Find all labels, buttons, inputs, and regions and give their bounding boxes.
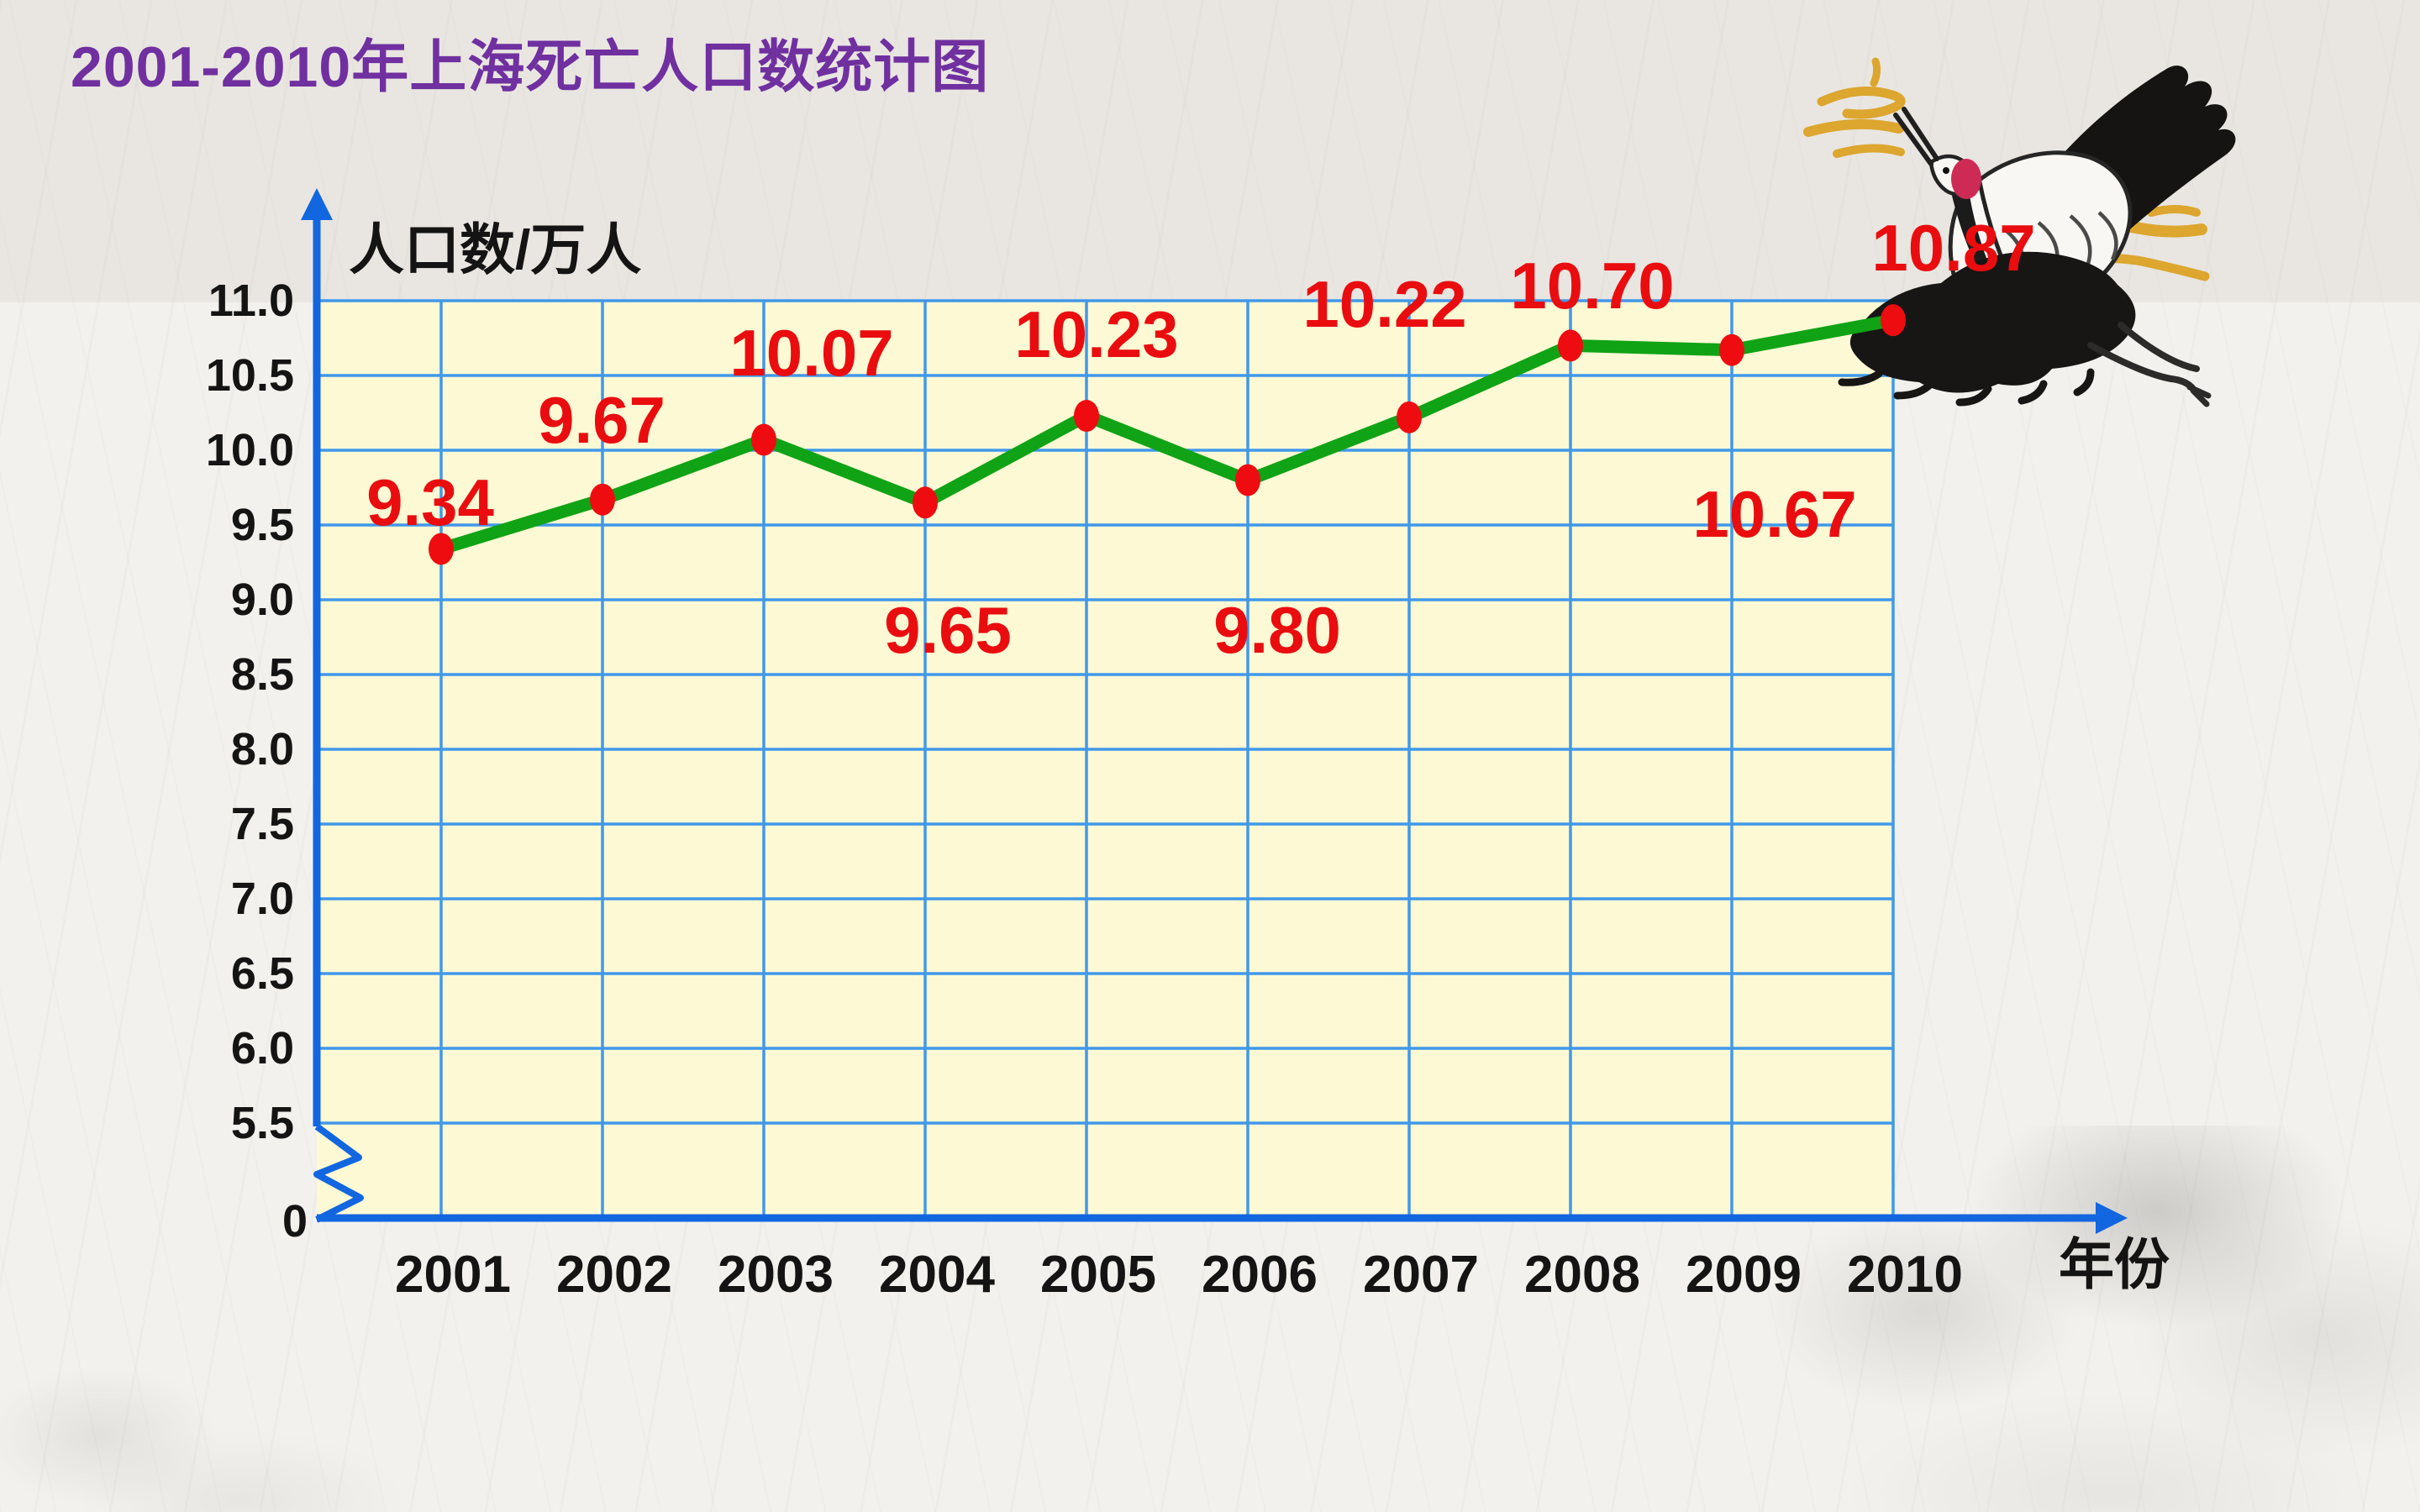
- crane-bird: [1838, 66, 2236, 407]
- data-point: [1558, 329, 1583, 362]
- chart-title: 2001-2010年上海死亡人口数统计图: [71, 35, 990, 99]
- y-axis-title: 人口数/万人: [349, 218, 641, 281]
- y-tick-label: 11.0: [208, 276, 294, 326]
- data-point-label: 10.22: [1302, 267, 1466, 341]
- y-tick-label: 7.0: [231, 874, 294, 924]
- data-point-label: 10.87: [1871, 211, 2035, 285]
- y-tick-label: 7.5: [231, 799, 294, 849]
- data-point: [590, 483, 615, 516]
- crane-tail-body: [1849, 251, 2136, 393]
- x-axis-arrow: [2096, 1202, 2128, 1234]
- crane-feet: [2186, 384, 2212, 407]
- data-point-label: 10.67: [1692, 477, 1856, 551]
- x-tick-label: 2010: [1847, 1246, 1963, 1304]
- y-tick-label: 9.5: [231, 500, 294, 550]
- x-axis-title: 年份: [2059, 1233, 2170, 1295]
- x-tick-label: 2005: [1040, 1246, 1156, 1304]
- x-tick-label: 2008: [1524, 1246, 1640, 1304]
- data-point-label: 9.80: [1213, 593, 1341, 667]
- crane-legs: [2087, 322, 2200, 392]
- crane-neck-stripe: [1949, 181, 2007, 302]
- y-tick-label: 10.5: [206, 350, 294, 401]
- y-tick-label: 5.5: [231, 1098, 294, 1148]
- data-point-label: 9.65: [884, 593, 1012, 667]
- chart-grid-layer: 11.0 10.5 10.0 9.5 9.0 8.5 8.0 7.5 7.0 6.5 6.0 5.5 0…: [206, 188, 2128, 1304]
- gold-cloud-left-icon: [1803, 57, 1906, 158]
- plot-area: [317, 301, 1893, 1218]
- x-tick-label: 2004: [879, 1246, 995, 1304]
- y-tick-label: 8.0: [231, 724, 294, 774]
- y-axis-break: [313, 1123, 364, 1223]
- data-point: [751, 423, 776, 456]
- crane-eye: [1943, 167, 1949, 174]
- y-axis-arrow: [301, 188, 333, 220]
- x-tick-label: 2007: [1363, 1246, 1479, 1304]
- crane-beak: [1893, 107, 1939, 166]
- crane-red-crown: [1951, 159, 1981, 199]
- crane-illustration: [1803, 57, 2236, 407]
- y-tick-label: 10.0: [206, 425, 294, 475]
- data-point-label: 10.23: [1014, 297, 1178, 371]
- x-tick-label: 2002: [556, 1246, 672, 1304]
- data-point: [913, 486, 938, 519]
- chart-series-layer: 9.34 9.67 10.07 9.65 10.23 9.80 10.22 10.70 10.6…: [366, 211, 2036, 667]
- data-point-label: 9.67: [538, 383, 666, 457]
- data-point-label: 10.70: [1510, 249, 1674, 323]
- data-line: [434, 313, 1900, 555]
- data-point-label: 9.34: [366, 465, 494, 539]
- data-point: [1074, 400, 1099, 433]
- y-tick-label: 6.0: [231, 1023, 294, 1074]
- x-tick-label: 2009: [1686, 1246, 1802, 1304]
- y-tick-label: 9.0: [231, 575, 294, 625]
- data-point: [1881, 304, 1906, 337]
- crane-tail-wisps: [1838, 368, 2095, 407]
- x-tick-label: 2001: [395, 1246, 511, 1304]
- y-tick-label: 6.5: [231, 948, 294, 999]
- y-origin-label: 0: [282, 1196, 308, 1247]
- x-tick-label: 2006: [1202, 1246, 1318, 1304]
- data-point: [1719, 333, 1744, 366]
- data-point: [429, 533, 454, 565]
- data-point: [1397, 401, 1422, 433]
- data-point-label: 10.07: [729, 316, 893, 390]
- data-point: [1235, 464, 1260, 496]
- y-tick-label: 8.5: [231, 649, 294, 700]
- x-tick-label: 2003: [718, 1246, 834, 1304]
